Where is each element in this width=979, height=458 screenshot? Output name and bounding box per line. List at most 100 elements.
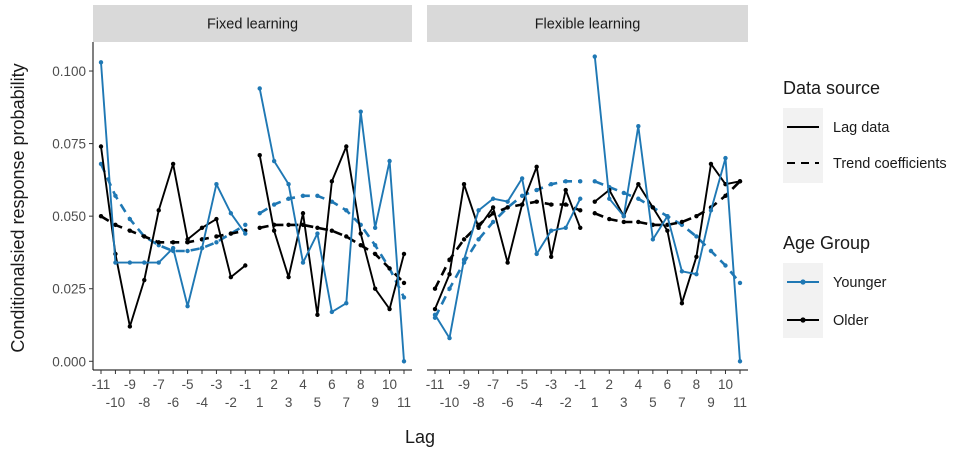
younger-lag-point (708, 208, 714, 213)
older-lag-point (519, 202, 525, 207)
x-tick-label: 2 (606, 377, 614, 392)
x-tick-label: 7 (678, 395, 686, 410)
younger-trend-point (534, 187, 539, 193)
older-trend-point (358, 242, 363, 248)
older-lag-point (329, 179, 335, 184)
x-tick-label: 2 (270, 377, 278, 392)
legend-title-age-group: Age Group (783, 233, 870, 253)
older-trend-point (621, 219, 627, 225)
older-trend-point (344, 234, 349, 239)
older-trend-point (534, 199, 539, 204)
younger-lag-point (243, 231, 248, 236)
x-tick-label: 6 (328, 377, 336, 392)
older-trend-line (594, 180, 741, 227)
younger-lag-point (432, 312, 438, 318)
younger-trend-point (286, 196, 291, 201)
younger-trend-point (214, 240, 219, 245)
x-tick-label: -11 (92, 377, 111, 392)
x-tick-label: -3 (545, 377, 557, 392)
younger-lag-point (358, 109, 363, 114)
older-lag-point (98, 144, 104, 149)
younger-trend-point (723, 263, 728, 268)
younger-trend-point (447, 286, 452, 291)
y-axis: 0.000 0.025 0.050 0.075 0.100 (52, 42, 94, 370)
older-lag-point (447, 272, 452, 277)
legend-key-bg (783, 263, 823, 338)
younger-lag-point (300, 260, 306, 265)
younger-lag-point (113, 260, 118, 265)
panel-flexible-learning: Flexible learning-11-10-9-8-7-6-5-4-3-2-… (426, 5, 748, 410)
y-axis-title: Conditionalsied response probability (8, 63, 28, 352)
x-axis-title: Lag (405, 427, 435, 447)
x-tick-label: -2 (560, 395, 572, 410)
younger-trend-point (548, 182, 554, 187)
x-tick-label: -8 (473, 395, 485, 410)
older-trend-point (607, 216, 612, 222)
younger-trend-point (476, 237, 481, 242)
older-trend-point (679, 219, 685, 225)
x-tick-label: 9 (371, 395, 379, 410)
older-lag-point (679, 301, 685, 306)
younger-lag-point (476, 208, 481, 213)
x-tick-label: -1 (574, 377, 586, 392)
older-trend-point (228, 231, 234, 236)
younger-lag-point (257, 86, 262, 91)
x-tick-label: 10 (718, 377, 733, 392)
younger-lag-point (534, 251, 539, 257)
younger-lag-point (315, 231, 320, 236)
younger-trend-point (737, 280, 743, 286)
younger-lag-point (447, 335, 452, 341)
x-tick-label: 4 (635, 377, 643, 392)
older-lag-point (156, 208, 161, 213)
older-lag-point (636, 182, 641, 187)
x-tick-label: 1 (591, 395, 599, 410)
older-trend-point (113, 222, 118, 228)
younger-lag-line (593, 56, 741, 362)
legend-key-younger-point (800, 279, 806, 285)
older-trend-point (170, 240, 176, 245)
x-tick-label: -5 (516, 377, 528, 392)
younger-trend-point (563, 179, 568, 184)
younger-trend-point (300, 193, 306, 199)
x-tick-label: 1 (256, 395, 264, 410)
older-trend-point (401, 280, 407, 286)
legend-label-lag-data: Lag data (833, 120, 890, 136)
older-lag-point (315, 312, 320, 318)
legend-label-trend: Trend coefficients (833, 156, 947, 172)
younger-lag-point (344, 301, 349, 306)
older-trend-point (214, 234, 219, 239)
older-lag-point (344, 144, 349, 149)
younger-trend-point (708, 248, 714, 254)
older-trend-point (447, 257, 452, 262)
younger-trend-point (694, 234, 699, 239)
x-tick-label: -6 (502, 395, 514, 410)
younger-lag-point (505, 199, 510, 204)
x-tick-label: 5 (314, 395, 322, 410)
younger-lag-point (214, 182, 219, 187)
younger-lag-point (98, 60, 104, 65)
older-lag-point (185, 237, 190, 242)
panel-title: Flexible learning (535, 17, 641, 33)
older-lag-point (214, 216, 219, 222)
x-tick-label: 11 (397, 395, 411, 410)
younger-lag-point (519, 176, 525, 181)
older-lag-line (434, 165, 582, 310)
older-trend-point (578, 208, 583, 213)
older-trend-point (563, 202, 568, 207)
younger-trend-point (113, 193, 118, 199)
older-lag-point (578, 225, 583, 230)
older-lag-point (142, 277, 147, 283)
older-lag-point (228, 274, 234, 280)
older-trend-point (723, 193, 728, 199)
younger-trend-point (127, 216, 133, 222)
younger-lag-point (737, 359, 743, 364)
older-lag-point (708, 161, 714, 167)
older-trend-point (156, 240, 161, 245)
older-lag-point (490, 205, 496, 210)
older-lag-point (694, 254, 699, 259)
younger-lag-point (592, 54, 597, 59)
panel-title: Fixed learning (207, 17, 298, 33)
panel-fixed-learning: Fixed learning-11-10-9-8-7-6-5-4-3-2-112… (92, 5, 412, 410)
x-tick-label: -9 (124, 377, 136, 392)
x-tick-label: -1 (239, 377, 251, 392)
